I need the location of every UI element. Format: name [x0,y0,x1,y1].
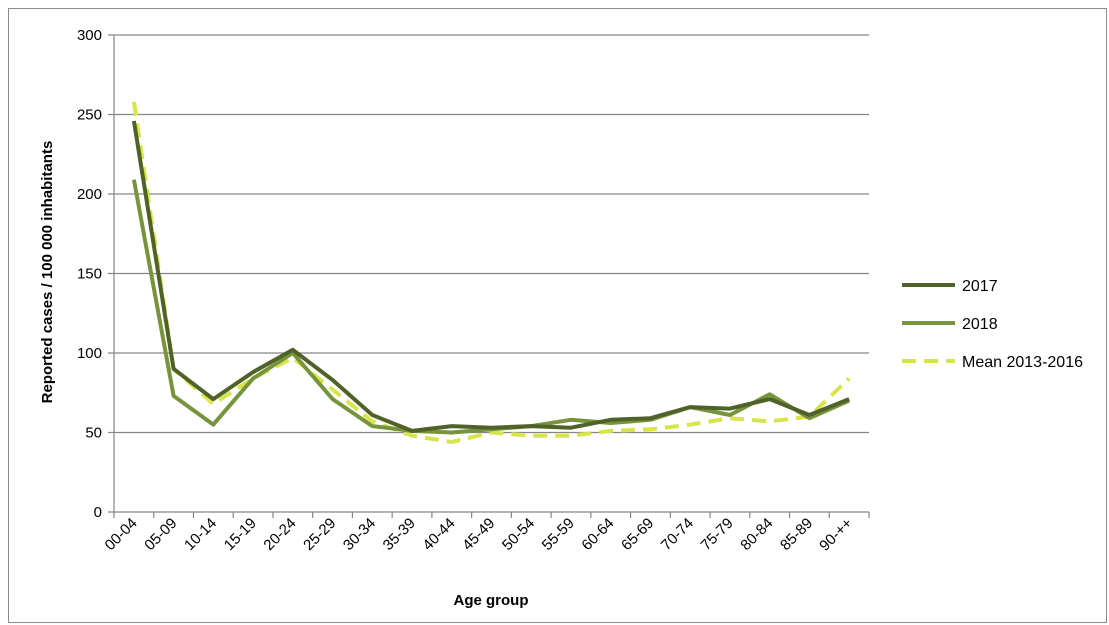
legend-label-2: Mean 2013-2016 [962,354,1083,371]
x-tick-label: 60-64 [578,515,617,554]
x-tick-label: 05-09 [141,515,180,554]
y-tick-label: 200 [77,186,102,203]
series-lines [131,101,851,444]
y-axis-title: Reported cases / 100 000 inhabitants [39,141,56,404]
y-tick-label: 50 [85,425,102,442]
x-tick-label: 10-14 [181,515,220,554]
legend: 2017 2018 Mean 2013-2016 [902,278,1083,371]
chart-frame [8,8,1107,623]
x-tick-label: 15-19 [221,515,260,554]
x-tick-label: 35-39 [380,515,419,554]
series-line-2 [131,101,851,444]
x-tick-label: 00-04 [102,515,141,554]
y-tick-label: 100 [77,345,102,362]
y-tick-label: 150 [77,266,102,283]
x-tick-label: 65-69 [618,515,657,554]
x-tick-label: 25-29 [300,515,339,554]
x-tick-label: 55-59 [539,515,578,554]
series-line-0 [131,120,850,433]
y-tick-labels: 0 50 100 150 200 250 300 [77,27,102,521]
x-axis-title: Age group [454,592,529,609]
x-tick-label: 20-24 [260,515,299,554]
y-tick-label: 300 [77,27,102,44]
x-tick-label: 90-++ [816,515,856,555]
x-tick-label: 80-84 [737,515,776,554]
x-tick-label: 30-34 [340,515,379,554]
x-tick-label: 45-49 [459,515,498,554]
legend-label-0: 2017 [962,278,998,295]
grid-lines [114,34,869,434]
axes [108,34,870,518]
series-line-1 [131,179,850,435]
x-tick-label: 50-54 [499,515,538,554]
x-tick-label: 75-79 [698,515,737,554]
x-tick-label: 40-44 [419,515,458,554]
x-tick-label: 85-89 [777,515,816,554]
x-tick-labels: 00-04 05-09 10-14 15-19 20-24 25-29 30-34 35-39… [102,515,857,555]
legend-label-1: 2018 [962,316,998,333]
y-tick-label: 250 [77,107,102,124]
y-tick-label: 0 [94,504,102,521]
x-tick-label: 70-74 [658,515,697,554]
